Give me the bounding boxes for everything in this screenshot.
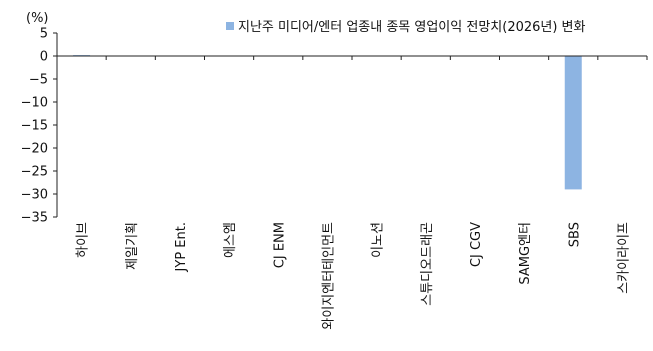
x-tick-label: SAMG엔터 (518, 222, 533, 285)
x-tick-label: CJ CGV (469, 222, 484, 267)
x-tick-label: 와이지엔터테인먼트 (321, 222, 336, 330)
y-tick-label: −20 (21, 142, 48, 157)
y-tick-label: 5 (40, 27, 48, 42)
x-tick-label: 이노션 (371, 222, 386, 258)
x-tick-label: 스카이라이프 (616, 222, 631, 294)
x-axis (56, 55, 648, 60)
x-tick-label: 스튜디오드래곤 (420, 222, 435, 306)
y-tick-label: −30 (21, 188, 48, 203)
y-tick-label: −10 (21, 96, 48, 111)
x-tick-label: CJ ENM (272, 222, 287, 268)
y-tick-label: −25 (21, 165, 48, 180)
legend: 지난주 미디어/엔터 업종내 종목 영업이익 전망치(2026년) 변화 (226, 20, 586, 35)
x-tick-label: 에스엠 (223, 222, 238, 258)
legend-label: 지난주 미디어/엔터 업종내 종목 영업이익 전망치(2026년) 변화 (238, 20, 586, 35)
y-tick-label: −5 (29, 73, 48, 88)
legend-swatch (226, 22, 234, 30)
bar-11 (564, 56, 582, 190)
bars (73, 55, 582, 190)
y-axis: 5 0 −5 −10 −15 −20 −25 −30 −35 (21, 27, 58, 226)
x-tick-label: 제일기획 (125, 222, 140, 270)
x-tick-labels: 하이브 제일기획 JYP Ent. 에스엠 CJ ENM 와이지엔터테인먼트 이노션 스튜디오… (76, 222, 632, 330)
x-tick-label: 하이브 (76, 222, 91, 258)
y-tick-label: −15 (21, 119, 48, 134)
y-tick-label: −35 (21, 211, 48, 226)
x-tick-label: JYP Ent. (174, 222, 189, 272)
y-tick-label: 0 (40, 50, 48, 65)
y-unit-label: (%) (26, 11, 49, 26)
x-tick-label: SBS (567, 222, 582, 247)
